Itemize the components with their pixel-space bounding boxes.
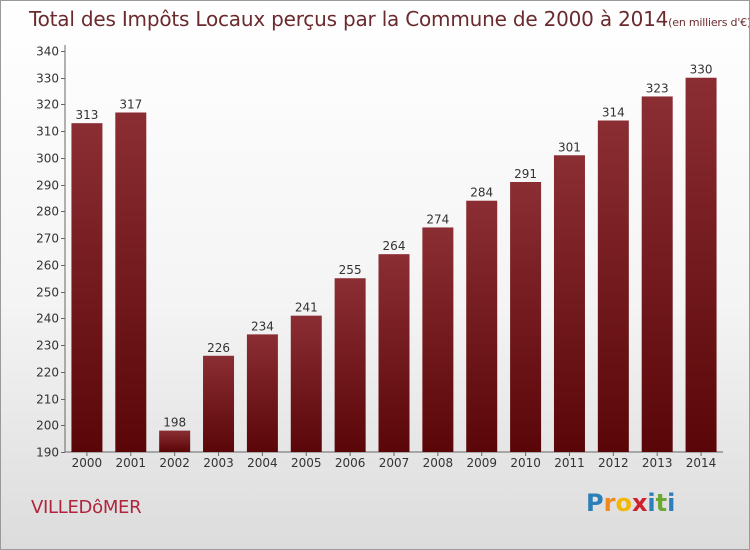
y-tick-label: 220: [36, 366, 59, 380]
x-tick-label: 2010: [510, 456, 541, 470]
bar: [290, 315, 322, 452]
chart-title-text: Total des Impôts Locaux perçus par la Co…: [29, 7, 669, 31]
bar: [641, 96, 673, 453]
y-tick-label: 260: [36, 259, 59, 273]
chart-title-unit: (en milliers d'€): [668, 16, 750, 29]
bar: [597, 120, 629, 453]
x-tick-label: 2009: [466, 456, 497, 470]
y-tick-label: 270: [36, 232, 59, 246]
bar: [553, 155, 585, 452]
data-label: 323: [646, 81, 669, 95]
data-label: 234: [251, 319, 274, 333]
data-label: 317: [119, 97, 142, 111]
x-tick-label: 2002: [159, 456, 190, 470]
x-tick-label: 2000: [72, 456, 103, 470]
bar: [159, 430, 191, 452]
x-tick-label: 2007: [379, 456, 410, 470]
x-tick-label: 2004: [247, 456, 278, 470]
logo-letter: P: [586, 489, 604, 517]
data-label: 291: [514, 167, 537, 181]
logo-letter: x: [631, 489, 648, 517]
x-tick-label: 2005: [291, 456, 322, 470]
data-label: 313: [75, 108, 98, 122]
data-label: 330: [690, 63, 713, 77]
y-tick-label: 320: [36, 98, 59, 112]
y-tick-label: 310: [36, 125, 59, 139]
x-tick-label: 2003: [203, 456, 234, 470]
logo-letter: r: [603, 489, 616, 517]
logo-letter: t: [655, 489, 668, 517]
proxiti-logo: Proxiti: [586, 489, 675, 517]
bar: [378, 254, 410, 452]
x-tick-label: 2001: [116, 456, 147, 470]
bar: [203, 355, 235, 452]
data-label: 255: [339, 263, 362, 277]
logo-letter: o: [615, 489, 632, 517]
bar: [685, 77, 717, 452]
y-tick-label: 300: [36, 152, 59, 166]
x-tick-label: 2008: [423, 456, 454, 470]
bar: [115, 112, 147, 452]
data-label: 284: [470, 186, 493, 200]
x-tick-label: 2011: [554, 456, 585, 470]
bar: [510, 181, 542, 452]
y-tick-label: 330: [36, 72, 59, 86]
y-tick-label: 190: [36, 446, 59, 460]
data-label: 274: [426, 212, 449, 226]
chart-axes: 190 200 210 220 230 240 250 260 270 280 290 300 310 3…: [36, 45, 723, 470]
bar: [466, 200, 498, 452]
chart-title: Total des Impôts Locaux perçus par la Co…: [29, 7, 750, 31]
bar: [334, 278, 366, 452]
chart-bars: [71, 77, 717, 453]
x-tick-label: 2014: [686, 456, 717, 470]
logo-letter: i: [667, 489, 676, 517]
data-label: 301: [558, 140, 581, 154]
chart-data-labels: 313 317 198 226 234 241 255 264 274 284 291 301 314 3…: [75, 63, 712, 430]
y-tick-label: 250: [36, 286, 59, 300]
y-tick-label: 280: [36, 205, 59, 219]
logo-letter: i: [647, 489, 656, 517]
data-label: 226: [207, 341, 230, 355]
data-label: 241: [295, 301, 318, 315]
x-tick-label: 2006: [335, 456, 366, 470]
data-label: 264: [383, 239, 406, 253]
data-label: 314: [602, 106, 625, 120]
y-tick-label: 230: [36, 339, 59, 353]
y-tick-label: 340: [36, 45, 59, 59]
data-label: 198: [163, 416, 186, 430]
bar: [422, 227, 454, 452]
y-tick-label: 240: [36, 312, 59, 326]
commune-name: VILLEDôMER: [31, 497, 142, 518]
x-tick-label: 2012: [598, 456, 629, 470]
bar: [246, 334, 278, 452]
y-tick-label: 210: [36, 393, 59, 407]
bar: [71, 123, 103, 453]
y-tick-label: 200: [36, 419, 59, 433]
x-tick-label: 2013: [642, 456, 673, 470]
y-tick-label: 290: [36, 179, 59, 193]
